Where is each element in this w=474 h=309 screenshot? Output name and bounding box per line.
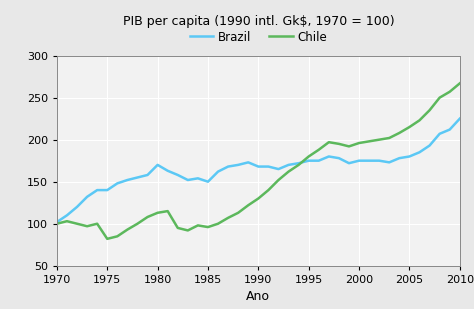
Brazil — [407, 154, 412, 158]
Chile — [306, 154, 311, 158]
Brazil — [195, 176, 201, 180]
Chile — [286, 170, 292, 173]
Brazil — [175, 173, 181, 177]
Chile — [417, 118, 422, 122]
Brazil — [145, 173, 150, 177]
Chile — [215, 222, 221, 226]
Brazil — [366, 159, 372, 163]
Brazil — [417, 150, 422, 154]
Chile — [437, 96, 443, 99]
Chile — [276, 178, 282, 182]
Brazil — [356, 159, 362, 163]
Brazil — [54, 220, 60, 224]
Brazil — [326, 154, 332, 158]
Brazil — [94, 188, 100, 192]
Chile — [386, 136, 392, 140]
Chile — [84, 224, 90, 228]
Chile — [346, 145, 352, 148]
Brazil — [447, 128, 453, 131]
Line: Chile: Chile — [57, 83, 460, 239]
Chile — [407, 125, 412, 129]
Chile — [195, 223, 201, 227]
Title: PIB per capita (1990 intl. Gk$, 1970 = 100): PIB per capita (1990 intl. Gk$, 1970 = 1… — [122, 15, 394, 28]
Chile — [64, 219, 70, 223]
Chile — [155, 211, 161, 215]
Brazil — [397, 156, 402, 160]
Chile — [185, 229, 191, 232]
Chile — [74, 222, 80, 226]
Brazil — [185, 178, 191, 182]
Chile — [356, 141, 362, 145]
Brazil — [336, 156, 342, 160]
Brazil — [255, 165, 261, 168]
Chile — [326, 140, 332, 144]
Chile — [205, 225, 211, 229]
Chile — [165, 209, 171, 213]
Brazil — [457, 117, 463, 121]
Brazil — [437, 132, 443, 136]
Chile — [94, 222, 100, 226]
Chile — [316, 148, 322, 152]
Brazil — [165, 169, 171, 173]
Brazil — [225, 165, 231, 168]
Chile — [255, 197, 261, 200]
Chile — [457, 82, 463, 85]
Brazil — [84, 195, 90, 199]
Brazil — [215, 170, 221, 173]
Chile — [366, 139, 372, 143]
Chile — [225, 216, 231, 220]
Chile — [397, 131, 402, 135]
Chile — [135, 222, 140, 226]
Brazil — [386, 160, 392, 164]
Brazil — [286, 163, 292, 167]
Legend: Brazil, Chile: Brazil, Chile — [185, 26, 332, 48]
Brazil — [74, 205, 80, 209]
Chile — [115, 235, 120, 238]
Brazil — [427, 144, 432, 147]
Chile — [175, 226, 181, 230]
Chile — [236, 211, 241, 215]
Line: Brazil: Brazil — [57, 119, 460, 222]
Chile — [54, 222, 60, 226]
Brazil — [205, 180, 211, 184]
Brazil — [135, 176, 140, 179]
Brazil — [64, 214, 70, 217]
Brazil — [155, 163, 161, 167]
Chile — [104, 237, 110, 241]
Chile — [447, 90, 453, 94]
Chile — [296, 163, 301, 167]
X-axis label: Ano: Ano — [246, 290, 270, 303]
Brazil — [125, 178, 130, 182]
Brazil — [236, 163, 241, 167]
Brazil — [276, 167, 282, 171]
Chile — [427, 108, 432, 112]
Chile — [125, 228, 130, 231]
Chile — [265, 188, 271, 192]
Chile — [336, 142, 342, 146]
Chile — [246, 203, 251, 207]
Brazil — [104, 188, 110, 192]
Brazil — [246, 160, 251, 164]
Brazil — [296, 161, 301, 165]
Brazil — [376, 159, 382, 163]
Brazil — [115, 181, 120, 185]
Chile — [376, 138, 382, 142]
Brazil — [265, 165, 271, 168]
Brazil — [306, 159, 311, 163]
Brazil — [346, 161, 352, 165]
Brazil — [316, 159, 322, 163]
Chile — [145, 215, 150, 219]
